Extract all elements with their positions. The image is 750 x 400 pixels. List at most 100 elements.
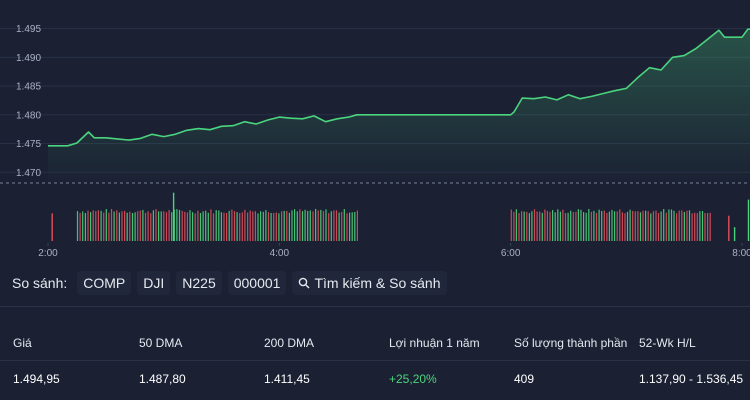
volume-bar: [608, 211, 610, 241]
volume-bar: [265, 210, 267, 241]
volume-bar: [278, 213, 280, 241]
volume-bar: [728, 215, 730, 241]
volume-bar: [184, 211, 186, 241]
volume-bar: [260, 211, 262, 241]
volume-bar: [257, 213, 259, 241]
volume-bar: [652, 211, 654, 241]
volume-bar: [202, 211, 204, 241]
volume-bar: [194, 213, 196, 241]
volume-bar: [611, 209, 613, 241]
volume-bar: [575, 211, 577, 241]
volume-bar: [210, 209, 212, 241]
stat-header-52wk: 52-Wk H/L: [639, 336, 696, 350]
compare-chip-000001[interactable]: 000001: [227, 271, 287, 295]
volume-bar: [129, 211, 131, 241]
volume-bar: [233, 211, 236, 241]
stat-value-price: 1.494,95: [13, 372, 60, 386]
stat-value-52wk: 1.137,90 - 1.536,45: [639, 372, 744, 386]
volume-bar: [549, 211, 551, 241]
volume-bar: [218, 210, 220, 241]
volume-bar: [312, 211, 314, 241]
volume-bar: [657, 213, 660, 241]
volume-bar: [570, 210, 572, 241]
volume-bar: [309, 210, 311, 241]
volume-bar: [307, 210, 309, 241]
volume-bar: [694, 212, 696, 241]
volume-bar: [557, 209, 559, 241]
price-chart[interactable]: 1.495 1.490 1.485 1.480 1.475 1.470 2:00 4:00 6:…: [0, 0, 750, 262]
compare-chip-dji[interactable]: DJI: [137, 271, 171, 295]
compare-chip-comp[interactable]: COMP: [77, 271, 132, 295]
volume-bar: [699, 211, 701, 241]
volume-bar: [647, 211, 649, 241]
volume-bar: [171, 212, 173, 241]
volume-bar: [90, 212, 92, 241]
volume-bar: [294, 209, 296, 241]
volume-bar: [626, 211, 629, 241]
volume-bar: [105, 209, 107, 241]
volume-bar: [343, 209, 345, 241]
volume-bar: [168, 210, 170, 241]
price-line: [48, 28, 750, 147]
volume-bar: [147, 211, 149, 241]
search-compare-label: Tìm kiếm & So sánh: [314, 275, 441, 291]
y-tick-label: 1.490: [16, 53, 41, 64]
price-chart-svg: 1.495 1.490 1.485 1.480 1.475 1.470 2:00 4:00 6:…: [0, 24, 750, 259]
volume-bar: [181, 210, 183, 241]
volume-bar: [254, 211, 256, 241]
y-tick-label: 1.470: [16, 168, 41, 179]
compare-chip-n225[interactable]: N225: [176, 271, 222, 295]
stat-value-200dma: 1.411,45: [264, 372, 310, 386]
volume-bar: [349, 212, 351, 241]
volume-bar: [562, 209, 564, 241]
volume-bar: [113, 211, 115, 241]
y-tick-label: 1.485: [16, 82, 41, 93]
volume-bar: [320, 209, 322, 241]
volume-bar: [239, 213, 241, 241]
volume-bar: [325, 209, 327, 241]
volume-bar: [668, 209, 670, 241]
volume-bar: [108, 212, 110, 241]
volume-bar: [160, 211, 162, 241]
volume-bar: [619, 209, 621, 241]
compare-bar: So sánh: COMP DJI N225 000001 Tìm kiếm &…: [0, 268, 750, 298]
volume-bar: [539, 211, 541, 241]
volume-bar: [683, 212, 685, 241]
volume-bar: [84, 213, 86, 241]
compare-label: So sánh:: [12, 275, 68, 291]
volume-bar: [273, 213, 275, 241]
volume-bar: [747, 199, 750, 241]
volume-bar: [681, 210, 683, 241]
volume-bar: [220, 212, 222, 241]
volume-bar: [333, 210, 335, 241]
volume-bar: [577, 209, 579, 241]
section-divider: [0, 306, 750, 307]
volume-bar: [322, 211, 324, 241]
volume-bar: [351, 212, 353, 241]
volume-bar: [567, 212, 569, 241]
volume-bar: [142, 209, 144, 241]
volume-bar: [186, 212, 188, 241]
x-tick-label: 2:00: [38, 248, 58, 259]
price-area: [48, 29, 750, 183]
volume-bar: [531, 211, 533, 241]
volume-bar: [341, 212, 343, 241]
volume-bar: [134, 212, 136, 241]
volume-bar: [521, 211, 523, 241]
volume-bar: [616, 211, 618, 241]
volume-bar: [205, 210, 207, 241]
volume-bar: [249, 210, 251, 241]
stat-value-1y-return: +25,20%: [389, 372, 437, 386]
volume-bar: [288, 212, 290, 241]
volume-bar: [354, 212, 356, 241]
volume-bar: [97, 210, 99, 241]
volume-bar: [707, 213, 709, 241]
stats-value-row: 1.494,95 1.487,80 1.411,45 +25,20% 409 1…: [0, 372, 750, 396]
search-compare-button[interactable]: Tìm kiếm & So sánh: [292, 271, 447, 295]
x-tick-label: 8:00: [732, 248, 750, 259]
volume-bar: [688, 210, 691, 241]
volume-bar: [544, 209, 546, 241]
volume-bar: [632, 210, 634, 241]
volume-bar: [686, 210, 688, 241]
volume-bar: [267, 212, 270, 241]
